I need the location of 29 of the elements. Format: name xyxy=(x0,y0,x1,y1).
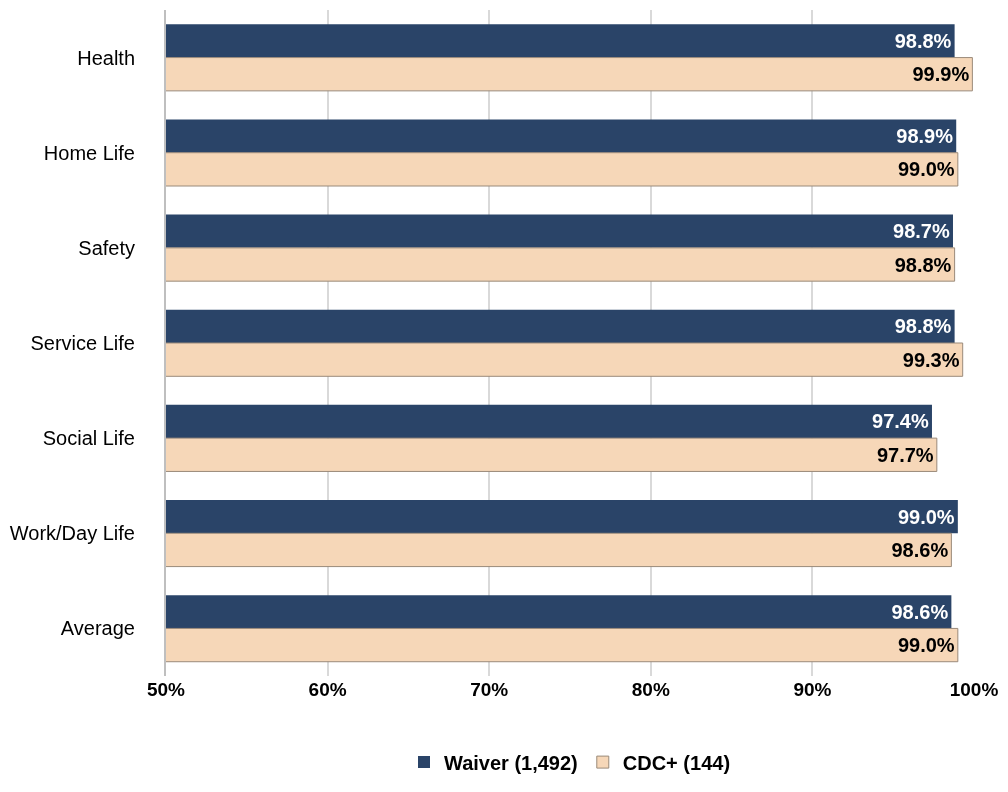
data-label: 98.8% xyxy=(894,253,952,276)
x-tick-label: 70% xyxy=(470,679,509,700)
data-label: 99.0% xyxy=(897,634,955,657)
data-label: 98.8% xyxy=(894,315,952,338)
y-tick-label: Social Life xyxy=(42,427,135,450)
x-tick-label: 50% xyxy=(146,679,186,700)
data-label: 98.9% xyxy=(896,125,954,148)
y-tick-label: Service Life xyxy=(30,332,135,354)
x-tick-label: 80% xyxy=(631,679,670,700)
x-tick-label: 100% xyxy=(949,679,999,700)
data-label: 99.3% xyxy=(902,348,960,371)
data-label: 97.4% xyxy=(872,410,929,433)
legend-label: Waiver (1,492) xyxy=(444,751,578,774)
data-label: 98.7% xyxy=(893,220,950,243)
data-label: 99.9% xyxy=(912,63,970,86)
data-label: 98.6% xyxy=(891,600,949,623)
y-tick-label: Health xyxy=(77,46,135,69)
data-label: 97.7% xyxy=(876,443,934,466)
x-tick-label: 90% xyxy=(793,679,832,700)
y-tick-label: Safety xyxy=(78,236,135,259)
y-tick-label: Average xyxy=(60,617,135,640)
data-label: 98.6% xyxy=(891,538,949,561)
y-tick-label: Home Life xyxy=(43,141,135,164)
data-label: 99.0% xyxy=(897,505,955,528)
data-label: 98.8% xyxy=(894,29,952,52)
legend-label: CDC+ (144) xyxy=(622,751,731,774)
y-tick-label: Work/Day Life xyxy=(9,522,135,545)
data-label: 99.0% xyxy=(897,158,955,181)
x-tick-label: 60% xyxy=(308,679,347,700)
